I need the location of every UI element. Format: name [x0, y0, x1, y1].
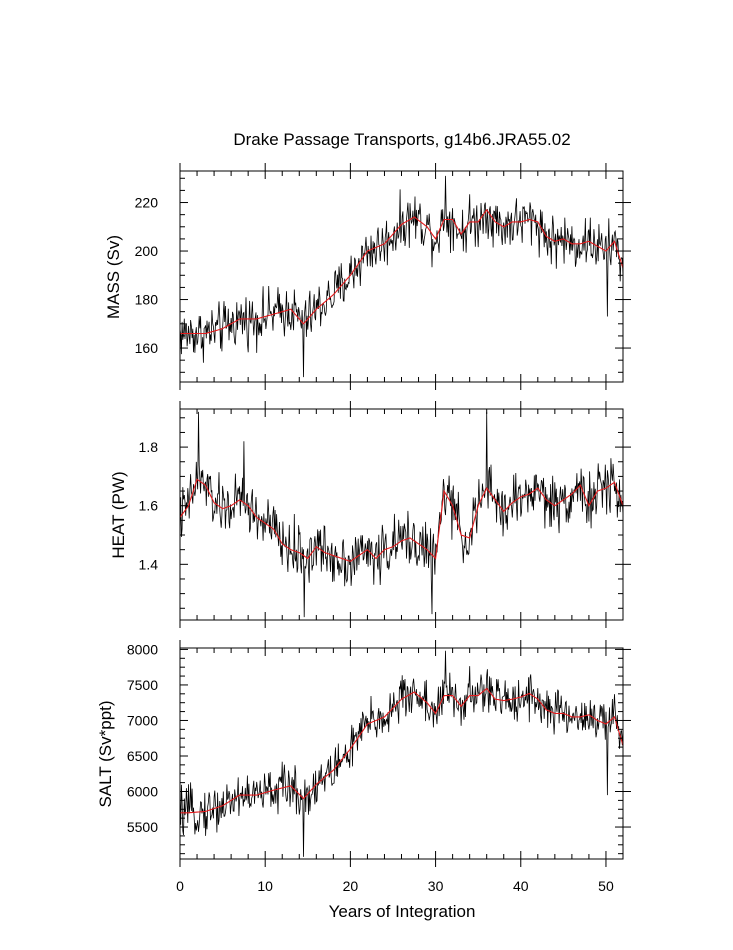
salt-panel: 0 10 20 30 40 50 5500 6000 6500 7000 7500 8000 SALT…	[96, 640, 631, 921]
x-tick-label: 40	[513, 878, 529, 894]
x-tick-label: 30	[428, 878, 444, 894]
y-tick-label: 1.4	[139, 556, 159, 572]
y-tick-label: 7500	[127, 677, 158, 693]
x-tick-label: 10	[257, 878, 273, 894]
y-tick-label: 200	[135, 243, 159, 259]
y-tick-label: 6500	[127, 748, 158, 764]
salt-monthly-line	[179, 650, 624, 857]
y-tick-label: 7000	[127, 712, 158, 728]
salt-ylabel: SALT (Sv*ppt)	[96, 700, 115, 807]
heat-panel: 1.4 1.6 1.8 HEAT (PW)	[109, 401, 631, 628]
heat-monthly-line	[179, 411, 624, 618]
y-tick-label: 1.8	[139, 439, 159, 455]
mass-monthly-line	[179, 175, 624, 378]
x-tick-label: 20	[343, 878, 359, 894]
heat-ylabel: HEAT (PW)	[109, 471, 128, 558]
y-tick-label: 180	[135, 292, 159, 308]
y-tick-label: 1.6	[139, 498, 159, 514]
y-tick-label: 160	[135, 340, 159, 356]
chart-title: Drake Passage Transports, g14b6.JRA55.02	[233, 130, 570, 149]
y-tick-label: 220	[135, 195, 159, 211]
x-tick-label: 50	[598, 878, 614, 894]
mass-panel-frame	[179, 170, 624, 383]
y-tick-label: 6000	[127, 784, 158, 800]
salt-xlabel: Years of Integration	[329, 902, 476, 921]
mass-running-mean-line	[180, 208, 624, 335]
mass-ylabel: MASS (Sv)	[104, 235, 123, 319]
x-tick-label: 0	[176, 878, 184, 894]
salt-running-mean-line	[180, 687, 624, 814]
y-tick-label: 5500	[127, 819, 158, 835]
heat-running-mean-line	[179, 478, 624, 563]
mass-panel: 160 180 200 220 MASS (Sv)	[104, 163, 631, 390]
salt-panel-frame	[179, 647, 624, 860]
y-tick-label: 8000	[127, 641, 158, 657]
